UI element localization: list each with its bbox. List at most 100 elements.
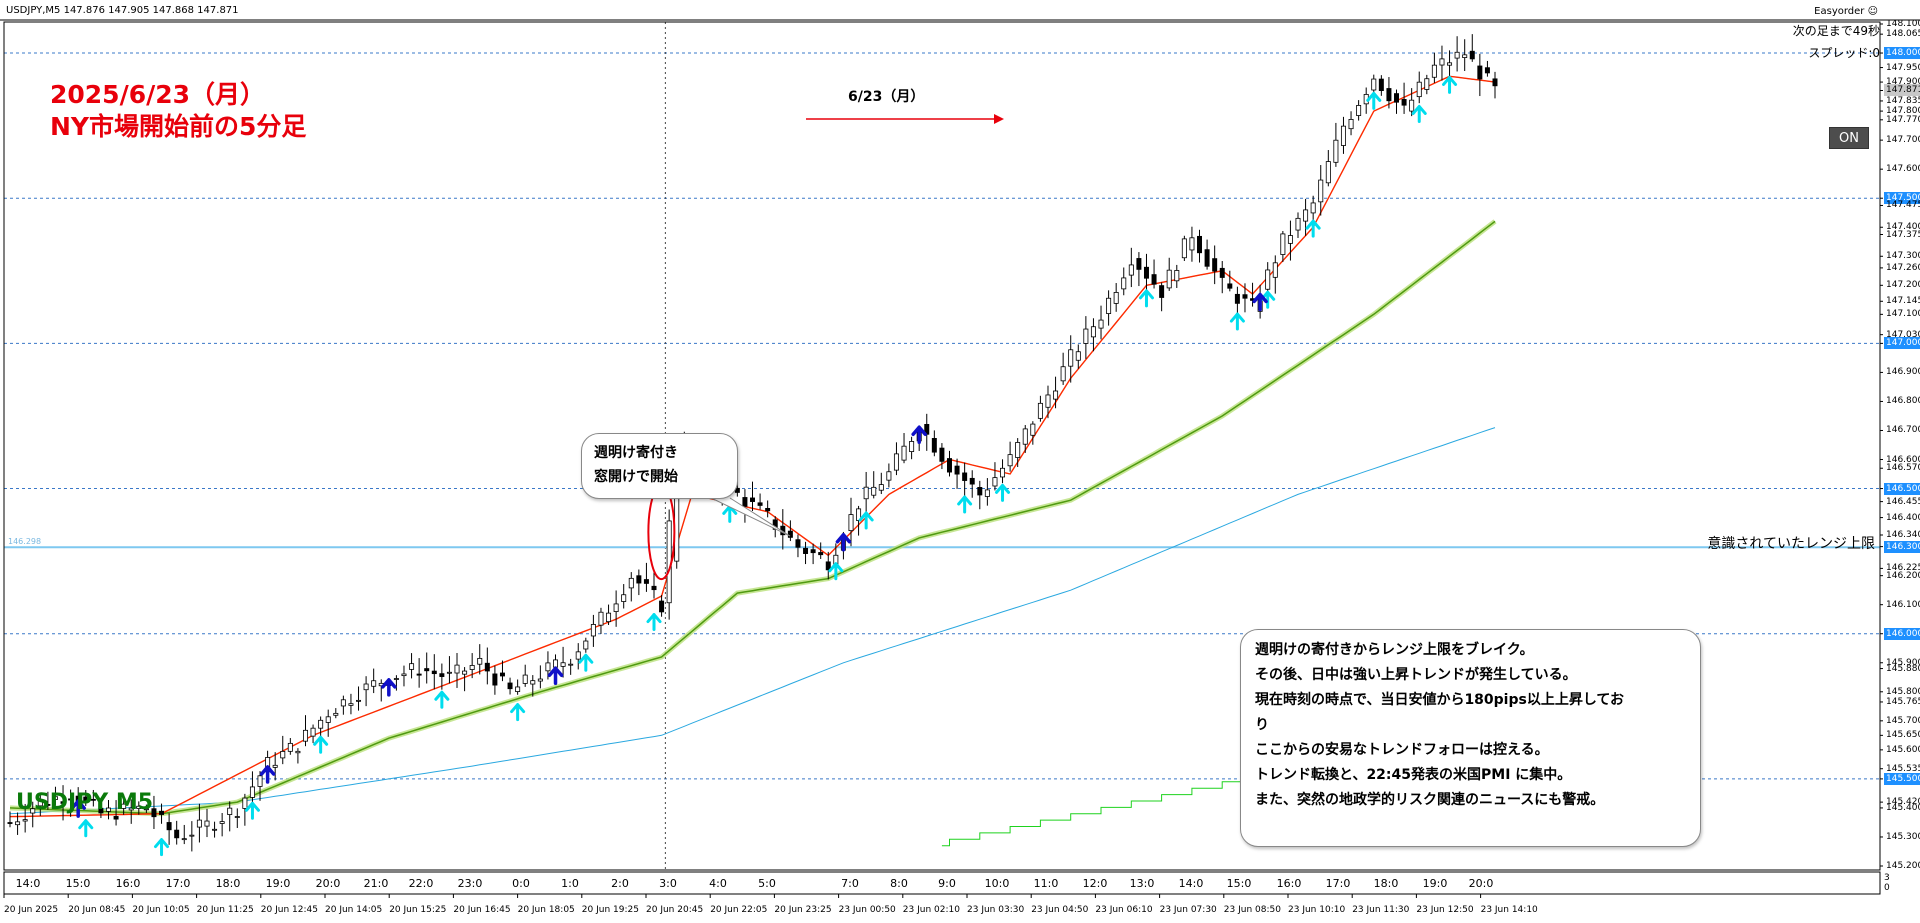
hour-tick-label: 15:0	[1227, 877, 1252, 890]
hour-tick-label: 8:0	[890, 877, 908, 890]
candle-body	[651, 585, 657, 591]
candle-body	[477, 657, 483, 665]
buy-signal-arrow	[510, 703, 526, 722]
candle-body	[462, 670, 468, 675]
price-tick-label: 146.100	[1886, 599, 1920, 610]
candle	[340, 695, 346, 715]
candle	[1181, 235, 1187, 261]
candle-body	[287, 742, 293, 752]
candle	[1189, 226, 1195, 262]
candle-body	[515, 686, 521, 692]
price-tick-label: 147.950	[1886, 62, 1920, 73]
easyorder-label[interactable]: Easyorder ☺	[1814, 6, 1878, 17]
candle-body	[1469, 50, 1475, 60]
date-tick-label: 23 Jun 11:30	[1352, 905, 1409, 915]
hour-tick-label: 11:0	[1034, 877, 1059, 890]
date-tick-label: 20 Jun 23:25	[774, 905, 831, 915]
hour-tick-label: 15:0	[66, 877, 91, 890]
candle	[310, 724, 316, 744]
candle	[818, 542, 824, 559]
candle-body	[1378, 78, 1384, 92]
candle-body	[1477, 65, 1483, 80]
candle-body	[1143, 266, 1149, 279]
candle-body	[333, 712, 339, 716]
date-tick-label: 20 Jun 11:25	[197, 905, 254, 915]
date-tick-label: 20 Jun 19:25	[582, 905, 639, 915]
candle-body	[1098, 319, 1104, 329]
price-tick-label: 147.375	[1886, 229, 1920, 240]
candle	[234, 808, 240, 828]
hour-tick-label: 9:0	[938, 877, 956, 890]
candle-body	[1484, 67, 1490, 74]
price-tick-label: 145.420	[1886, 797, 1920, 808]
note-line: その後、日中は強い上昇トレンドが発生している。	[1255, 667, 1577, 683]
candle-body	[1272, 262, 1278, 278]
candle-body	[1075, 351, 1081, 361]
sub-window-tick: 0	[1884, 883, 1890, 893]
candle-body	[621, 594, 627, 602]
candle	[522, 664, 528, 687]
candle	[931, 430, 937, 457]
candle	[98, 800, 104, 819]
candle	[750, 481, 755, 511]
candle-body	[15, 821, 21, 826]
candle-body	[1439, 58, 1445, 66]
candle	[356, 686, 362, 711]
price-tick-label: 147.800	[1886, 106, 1920, 117]
candle	[1454, 36, 1460, 72]
price-tick-label: 146.225	[1886, 563, 1920, 574]
candle-body	[302, 729, 308, 742]
candle	[1416, 71, 1422, 104]
price-tick-label: 147.900	[1886, 77, 1920, 88]
buy-signal-arrow	[646, 613, 662, 632]
candle	[1113, 283, 1119, 312]
candle	[1197, 229, 1203, 263]
candle-body	[37, 798, 43, 807]
candle	[469, 653, 475, 679]
candle-body	[325, 716, 331, 723]
on-toggle-button[interactable]: ON	[1829, 127, 1869, 149]
candle-body	[1401, 99, 1407, 106]
candle-body	[1280, 233, 1286, 255]
candle-body	[454, 664, 460, 674]
price-tick-label: 145.535	[1886, 763, 1920, 774]
candle	[643, 562, 649, 592]
candle	[484, 647, 490, 685]
candle-body	[68, 798, 74, 801]
candle	[1060, 352, 1066, 385]
trend-signal-arrow	[70, 799, 86, 818]
candle-body	[590, 624, 596, 637]
hour-tick-label: 20:0	[316, 877, 341, 890]
date-tick-label: 23 Jun 10:10	[1288, 905, 1345, 915]
candle	[333, 708, 339, 719]
candle-body	[871, 486, 877, 496]
candle	[204, 808, 210, 838]
candle-body	[204, 820, 210, 827]
note-line: 現在時刻の時点で、当日安値から180pips以上上昇してお	[1255, 692, 1624, 708]
candle	[1000, 459, 1006, 484]
candle-body	[757, 502, 763, 506]
date-tick-label: 23 Jun 02:10	[903, 905, 960, 915]
candle-body	[1242, 294, 1248, 299]
price-tick-label: 148.100	[1886, 19, 1920, 29]
candle-body	[1394, 93, 1399, 103]
candle-body	[560, 662, 566, 667]
price-tick-label: 147.000	[1884, 337, 1920, 350]
candle-body	[1068, 349, 1074, 367]
candle-body	[863, 486, 869, 500]
candle-body	[750, 497, 755, 502]
candle-body	[848, 514, 854, 532]
candle	[803, 541, 809, 565]
candle-body	[106, 807, 111, 812]
hour-tick-label: 21:0	[364, 877, 389, 890]
candle	[348, 693, 354, 715]
candle-body	[1189, 237, 1195, 251]
date-tick-label: 23 Jun 03:30	[967, 905, 1024, 915]
candle-body	[348, 703, 354, 706]
candle	[1234, 286, 1240, 314]
candle	[83, 790, 89, 806]
candle-body	[1106, 297, 1112, 314]
trend-signal-arrow	[1252, 292, 1268, 312]
